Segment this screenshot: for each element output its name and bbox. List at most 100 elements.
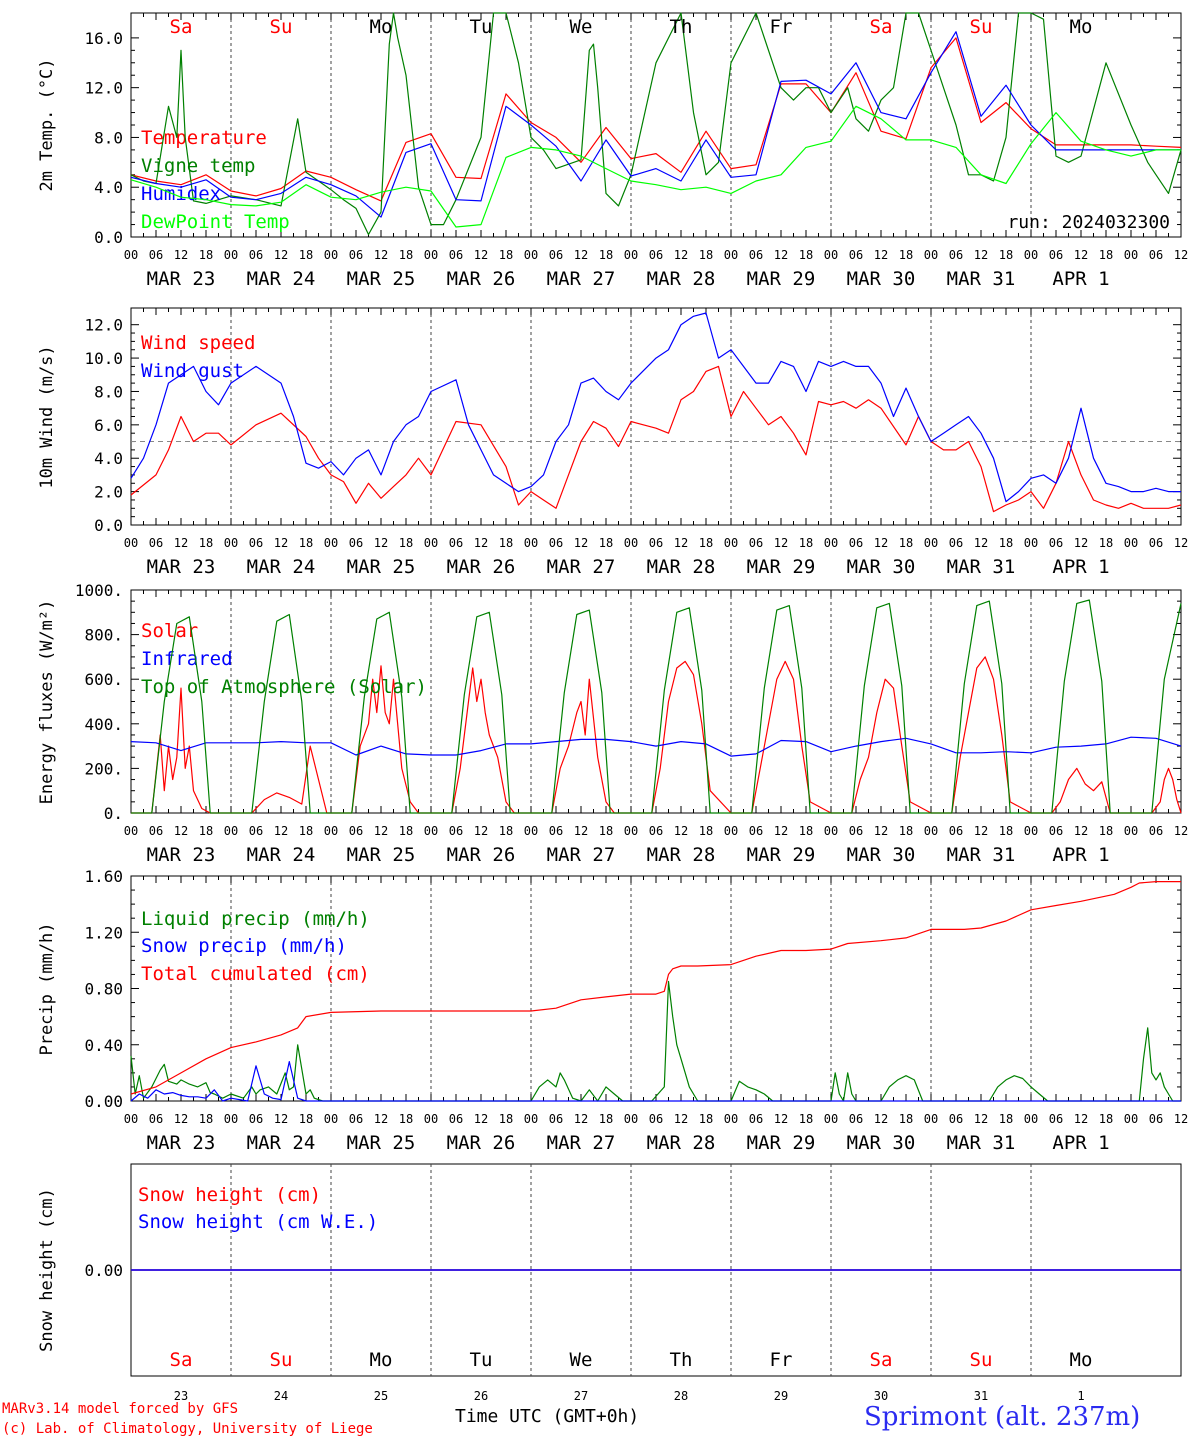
hour-tick-label: 00 (424, 824, 438, 838)
hour-tick-label: 12 (574, 248, 588, 262)
legend-entry: Solar (141, 620, 198, 642)
y-tick-label: 1.20 (84, 923, 123, 942)
date-label: APR 1 (1052, 1132, 1109, 1154)
date-label: MAR 23 (147, 1132, 216, 1154)
hour-tick-label: 12 (874, 824, 888, 838)
day-number-label: 1 (1077, 1389, 1084, 1403)
y-axis-label: 10m Wind (m/s) (37, 345, 57, 488)
y-tick-label: 1000. (75, 581, 123, 600)
date-label: MAR 25 (347, 268, 416, 290)
legend-entry: Infrared (141, 648, 233, 670)
hour-tick-label: 18 (999, 1112, 1013, 1126)
hour-tick-label: 06 (249, 248, 263, 262)
y-tick-label: 600. (84, 670, 123, 689)
hour-tick-label: 12 (474, 248, 488, 262)
series-line-infrared (130, 736, 1182, 757)
hour-tick-label: 06 (949, 824, 963, 838)
hour-tick-label: 00 (924, 824, 938, 838)
hour-tick-label: 06 (1149, 536, 1163, 550)
hour-tick-label: 06 (249, 824, 263, 838)
hour-tick-label: 18 (899, 248, 913, 262)
weekday-label: Fr (770, 1349, 793, 1371)
hour-tick-label: 12 (774, 536, 788, 550)
hour-tick-label: 18 (299, 536, 313, 550)
hour-tick-label: 00 (824, 248, 838, 262)
y-tick-label: 0.00 (84, 1261, 123, 1280)
hour-tick-label: 00 (1024, 248, 1038, 262)
hour-tick-label: 18 (499, 536, 513, 550)
hour-tick-label: 06 (949, 1112, 963, 1126)
hour-tick-label: 18 (899, 824, 913, 838)
hour-tick-label: 00 (224, 824, 238, 838)
hour-tick-label: 00 (524, 1112, 538, 1126)
y-tick-label: 16.0 (84, 29, 123, 48)
run-label: run: 2024032300 (1007, 212, 1170, 233)
hour-tick-label: 00 (524, 248, 538, 262)
hour-tick-label: 06 (349, 824, 363, 838)
date-label: MAR 30 (847, 556, 916, 578)
hour-tick-label: 12 (174, 824, 188, 838)
hour-tick-label: 18 (199, 824, 213, 838)
hour-tick-label: 18 (199, 248, 213, 262)
hour-tick-label: 18 (1099, 536, 1113, 550)
legend-entry: Snow height (cm) (138, 1184, 321, 1206)
hour-tick-label: 12 (374, 1112, 388, 1126)
date-label: APR 1 (1052, 268, 1109, 290)
hour-tick-label: 00 (424, 248, 438, 262)
weekday-label: Sa (870, 1349, 893, 1371)
hour-tick-label: 06 (1149, 1112, 1163, 1126)
hour-tick-label: 00 (324, 824, 338, 838)
hour-tick-label: 18 (499, 248, 513, 262)
weekday-label: Tu (470, 16, 493, 38)
hour-tick-label: 00 (224, 248, 238, 262)
hour-tick-label: 00 (724, 248, 738, 262)
hour-tick-label: 18 (699, 1112, 713, 1126)
hour-tick-label: 12 (674, 824, 688, 838)
series-line-liquid-precip-mm-h- (130, 980, 1181, 1102)
weekday-label: Th (670, 16, 693, 38)
hour-tick-label: 00 (1124, 824, 1138, 838)
date-label: MAR 29 (747, 556, 816, 578)
y-tick-label: 1.60 (84, 867, 123, 886)
y-tick-label: 400. (84, 715, 123, 734)
hour-tick-label: 06 (449, 1112, 463, 1126)
date-label: MAR 31 (947, 556, 1016, 578)
day-number-label: 24 (274, 1389, 288, 1403)
weekday-label: Tu (470, 1349, 493, 1371)
hour-tick-label: 18 (199, 536, 213, 550)
y-axis-label: 2m Temp. (°C) (37, 58, 57, 191)
hour-tick-label: 18 (499, 824, 513, 838)
hour-tick-label: 18 (699, 536, 713, 550)
hour-tick-label: 06 (849, 536, 863, 550)
legend-entry: Snow precip (mm/h) (141, 935, 347, 957)
hour-tick-label: 06 (549, 536, 563, 550)
y-tick-label: 0.00 (84, 1092, 123, 1111)
hour-tick-label: 12 (574, 1112, 588, 1126)
hour-tick-label: 06 (749, 536, 763, 550)
date-label: MAR 24 (247, 268, 316, 290)
hour-tick-label: 00 (1124, 248, 1138, 262)
weekday-label: Mo (1070, 1349, 1093, 1371)
weekday-label: Sa (170, 1349, 193, 1371)
hour-tick-label: 06 (1049, 248, 1063, 262)
date-label: APR 1 (1052, 844, 1109, 866)
hour-tick-label: 12 (1074, 824, 1088, 838)
date-label: MAR 24 (247, 556, 316, 578)
hour-tick-label: 06 (849, 824, 863, 838)
y-tick-label: 800. (84, 626, 123, 645)
date-label: MAR 28 (647, 268, 716, 290)
hour-tick-label: 00 (224, 536, 238, 550)
y-axis-label: Precip (mm/h) (37, 922, 57, 1055)
series-line-dewpoint-temp (130, 105, 1181, 228)
date-label: MAR 24 (247, 844, 316, 866)
hour-tick-label: 12 (274, 536, 288, 550)
hour-tick-label: 12 (274, 824, 288, 838)
hour-tick-label: 12 (974, 824, 988, 838)
hour-tick-label: 06 (649, 824, 663, 838)
hour-tick-label: 00 (324, 536, 338, 550)
legend-entry: Temperature (141, 127, 267, 149)
date-label: MAR 25 (347, 556, 416, 578)
y-axis-label: Snow height (cm) (37, 1188, 57, 1352)
hour-tick-label: 06 (1149, 824, 1163, 838)
day-number-label: 28 (674, 1389, 688, 1403)
